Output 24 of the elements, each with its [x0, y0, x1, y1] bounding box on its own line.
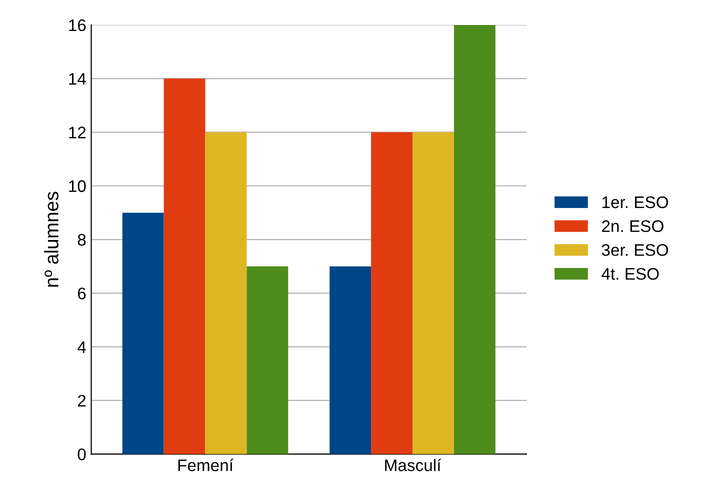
y-tick-label: 8 — [78, 234, 86, 246]
bar — [454, 24, 496, 454]
y-tick-label: 4 — [78, 341, 86, 353]
bar — [330, 266, 372, 454]
y-tick-label: 10 — [69, 180, 86, 192]
legend-label: 1er. ESO — [602, 196, 668, 208]
x-tick-label: Masculí — [385, 458, 442, 472]
legend-label: 4t. ESO — [602, 268, 659, 280]
y-tick-label: 12 — [69, 126, 86, 138]
legend-label: 3er. ESO — [602, 244, 668, 256]
legend-label: 2n. ESO — [602, 220, 664, 232]
bar — [122, 212, 164, 454]
y-tick-label: 2 — [78, 394, 86, 406]
x-tick-label: Femení — [178, 458, 234, 472]
y-axis-title: nº alumnes — [44, 192, 58, 287]
bar — [205, 132, 247, 454]
y-tick-label: 0 — [78, 448, 86, 460]
bar — [371, 132, 413, 454]
bar — [164, 78, 206, 454]
bar — [246, 266, 288, 454]
bar — [412, 132, 454, 454]
y-tick-label: 14 — [69, 73, 86, 85]
y-tick-label: 6 — [78, 288, 86, 300]
y-tick-label: 16 — [69, 19, 86, 32]
